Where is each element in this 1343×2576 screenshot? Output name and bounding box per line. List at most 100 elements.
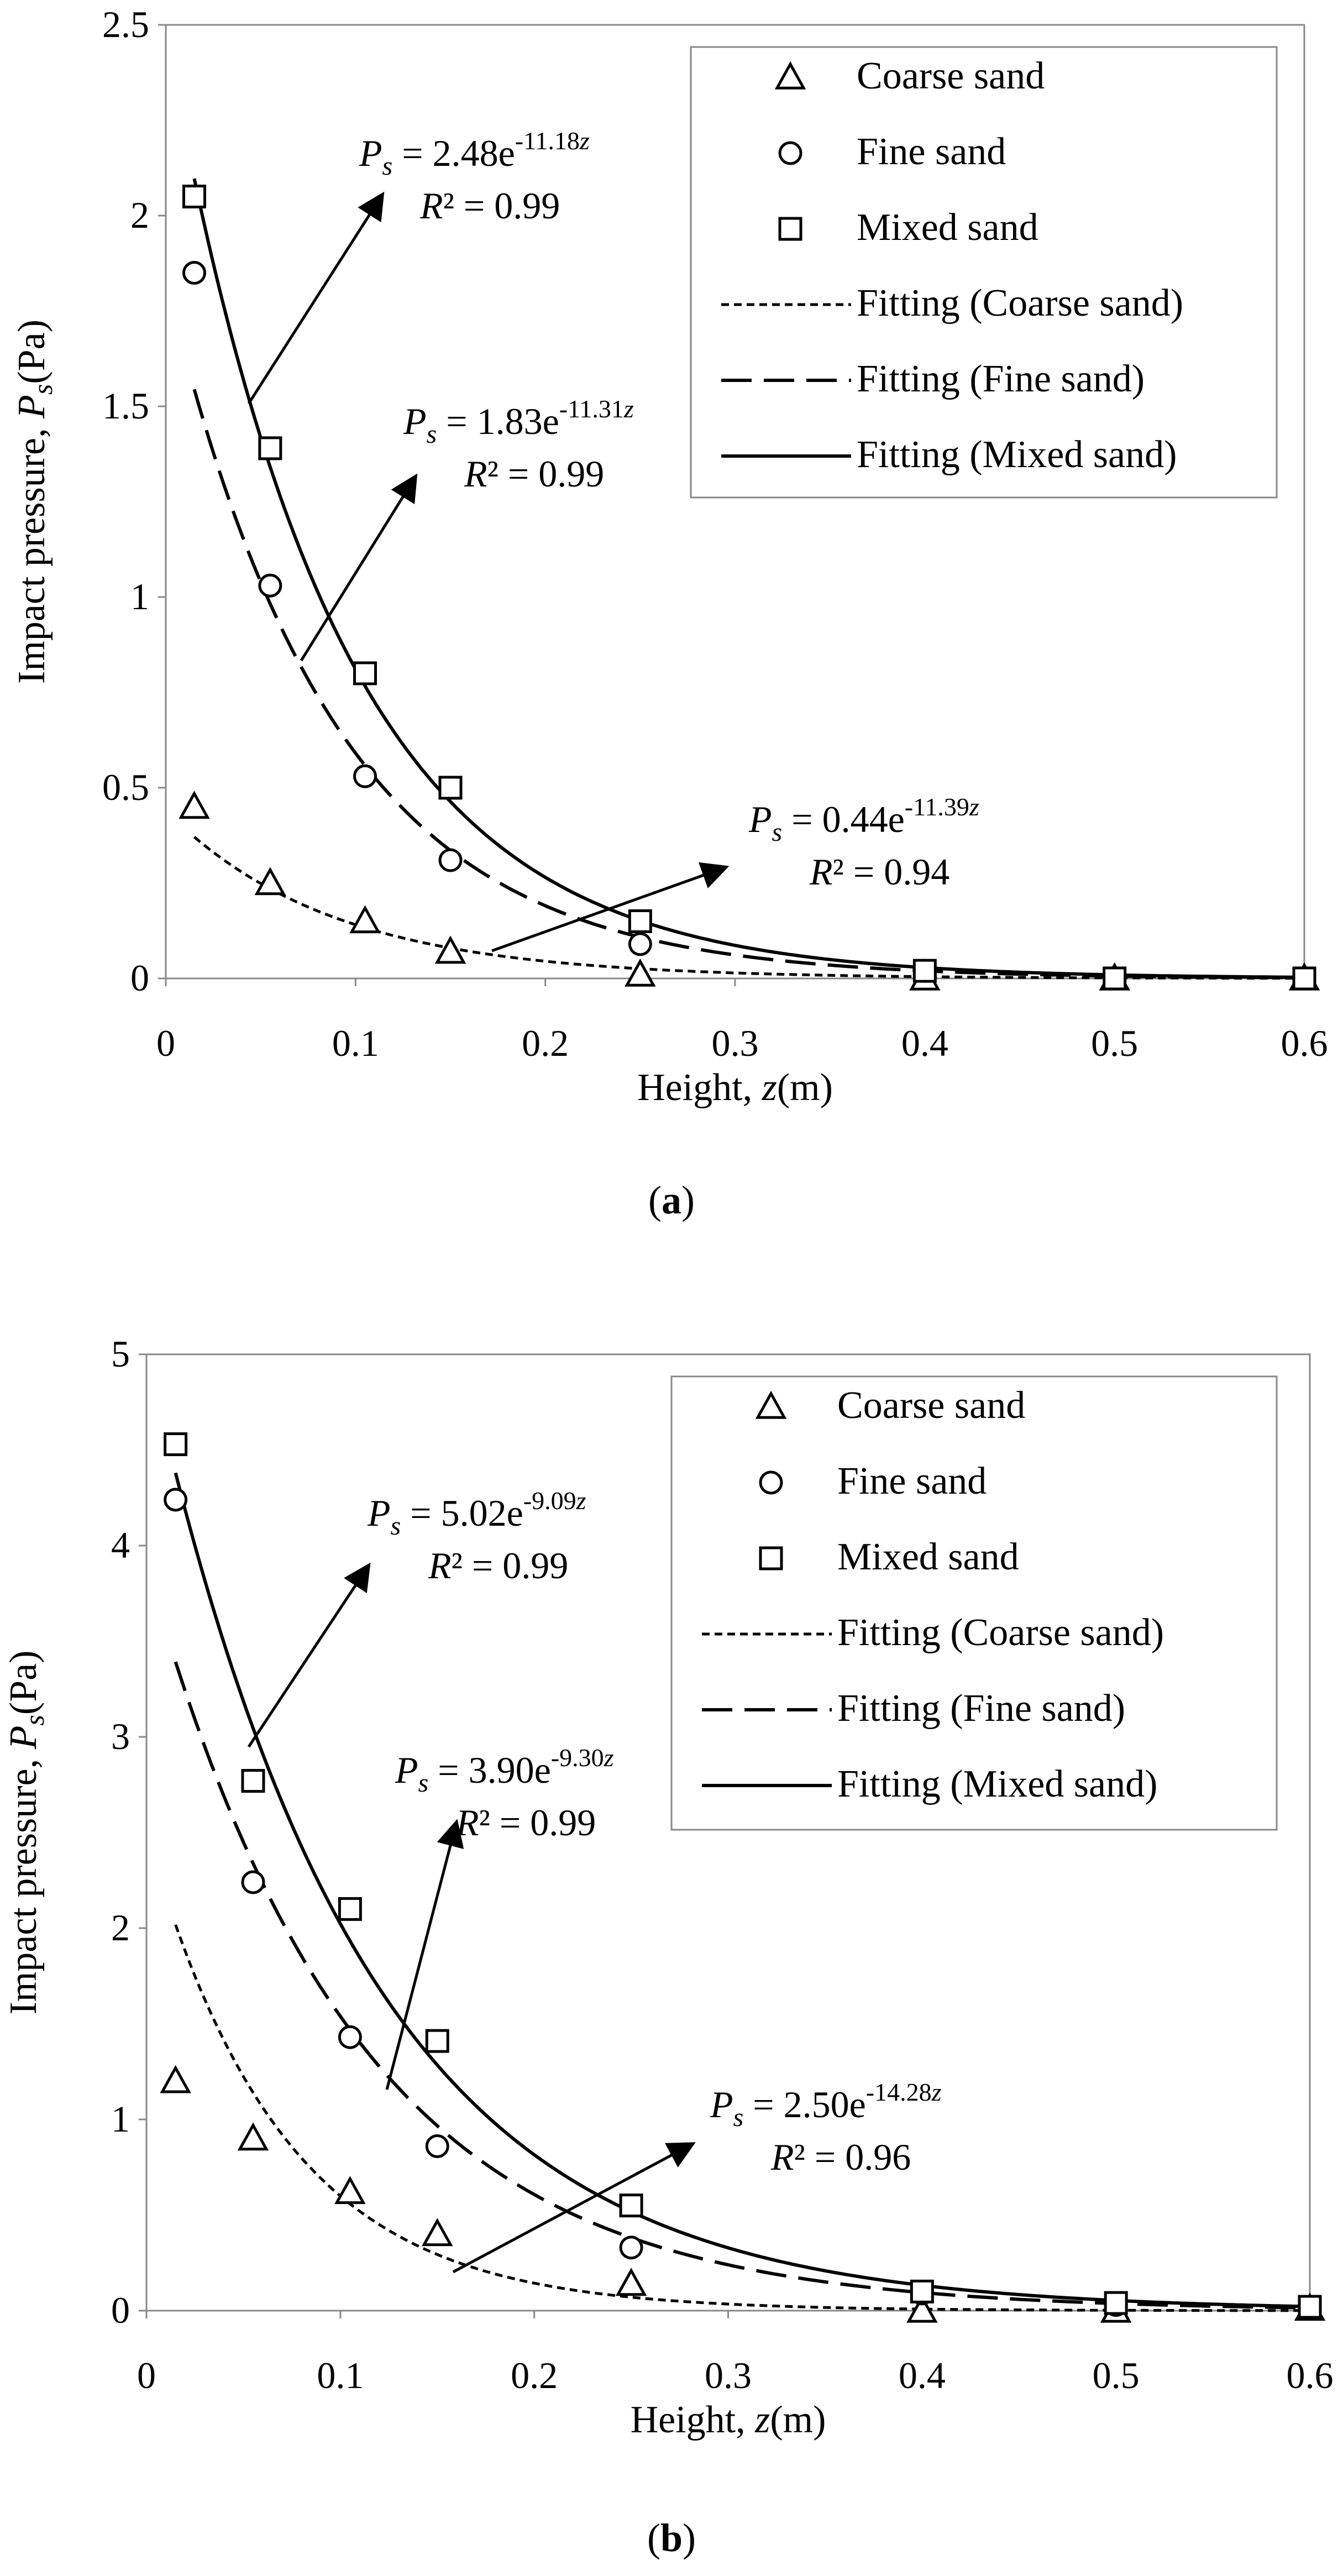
x-tick-label: 0.1	[332, 1022, 379, 1064]
legend-box	[690, 46, 1278, 499]
x-tick-label: 0	[156, 1022, 175, 1064]
x-tick-label: 0.6	[1287, 2354, 1334, 2396]
equation-label: Ps = 2.50e-14.28z	[710, 2078, 942, 2132]
legend-marker-circle	[778, 141, 802, 165]
x-axis-title: Height, z(m)	[637, 1066, 833, 1109]
y-tick-label: 0	[130, 957, 149, 999]
data-point-triangle	[237, 2122, 269, 2151]
equation-label: Ps = 3.90e-9.30z	[395, 1743, 614, 1798]
annotation-arrow	[491, 862, 730, 952]
r-squared-label: R² = 0.96	[770, 2136, 911, 2178]
annotation-arrow	[247, 191, 385, 405]
data-point-triangle	[349, 905, 381, 934]
data-point-square	[438, 776, 463, 800]
annotation-arrow	[385, 1819, 464, 2090]
data-point-circle	[182, 261, 206, 285]
y-tick-label: 2	[130, 194, 149, 236]
data-point-triangle	[254, 867, 286, 896]
y-tick-label: 4	[111, 1524, 130, 1566]
x-tick-label: 0.6	[1281, 1022, 1328, 1064]
panel-caption: (b)	[647, 2516, 696, 2560]
legend-marker-square	[778, 217, 802, 241]
x-tick-label: 0.1	[317, 2354, 364, 2396]
data-point-circle	[425, 2134, 449, 2158]
r-squared-label: R² = 0.99	[455, 1802, 596, 1844]
x-tick-label: 0.2	[511, 2354, 558, 2396]
y-tick-label: 1	[111, 2098, 130, 2140]
y-tick-label: 1	[130, 575, 149, 617]
x-tick-label: 0.4	[899, 2354, 946, 2396]
r-squared-label: R² = 0.99	[419, 185, 560, 227]
data-point-triangle	[179, 790, 210, 819]
r-squared-label: R² = 0.94	[809, 851, 949, 893]
data-point-square	[1298, 2295, 1322, 2319]
data-point-square	[910, 2279, 934, 2303]
y-axis-title: Impact pressure, Ps(Pa)	[2, 1651, 50, 2015]
data-point-square	[241, 1769, 265, 1793]
x-tick-label: 0.4	[901, 1022, 948, 1064]
data-point-square	[258, 436, 282, 460]
data-point-circle	[258, 573, 282, 598]
legend-marker-square	[759, 1546, 783, 1570]
data-point-triangle	[422, 2218, 453, 2247]
legend-label: Fine sand	[837, 1460, 987, 1502]
legend-label: Fitting (Coarse sand)	[837, 1611, 1164, 1654]
y-axis-title: Impact pressure, Ps(Pa)	[11, 320, 58, 684]
equation-label: Ps = 0.44e-11.39z	[748, 793, 979, 847]
x-tick-label: 0.5	[1093, 2354, 1140, 2396]
legend-marker-triangle	[774, 61, 806, 90]
y-tick-label: 0.5	[102, 766, 149, 808]
legend-marker-triangle	[755, 1390, 787, 1419]
x-axis-title: Height, z(m)	[631, 2399, 826, 2441]
data-point-square	[182, 185, 206, 208]
legend-label: Coarse sand	[837, 1384, 1025, 1427]
legend-label: Fitting (Coarse sand)	[857, 282, 1183, 324]
panel-caption: (a)	[648, 1178, 695, 1222]
legend-label: Fine sand	[857, 130, 1006, 173]
x-tick-label: 0	[137, 2354, 156, 2396]
equation-label: Ps = 1.83e-11.31z	[403, 395, 634, 449]
data-point-circle	[628, 932, 652, 956]
data-point-triangle	[625, 958, 656, 987]
data-point-triangle	[615, 2268, 647, 2296]
y-tick-label: 3	[111, 1715, 130, 1757]
legend-label: Fitting (Mixed sand)	[837, 1763, 1157, 1805]
data-point-square	[353, 661, 377, 685]
data-point-square	[912, 959, 937, 983]
legend: Coarse sand Fine sand Mixed sand Fitting (C…	[690, 46, 1278, 499]
data-point-circle	[619, 2235, 643, 2260]
data-point-circle	[353, 764, 377, 788]
y-tick-label: 5	[111, 1333, 130, 1375]
data-point-circle	[241, 1870, 265, 1894]
y-tick-label: 2	[111, 1907, 130, 1949]
data-point-square	[338, 1897, 362, 1921]
data-point-square	[425, 2029, 449, 2053]
annotation-arrow	[247, 1562, 371, 1748]
x-tick-label: 0.5	[1091, 1022, 1138, 1064]
y-tick-label: 1.5	[102, 385, 149, 427]
legend-label: Fitting (Fine sand)	[837, 1687, 1125, 1730]
legend-label: Mixed sand	[837, 1536, 1019, 1578]
legend-label: Fitting (Fine sand)	[857, 358, 1145, 400]
equation-label: Ps = 5.02e-9.09z	[367, 1486, 586, 1541]
r-squared-label: R² = 0.99	[464, 453, 604, 495]
data-point-square	[1104, 2291, 1128, 2315]
legend: Coarse sand Fine sand Mixed sand Fitting (C…	[670, 1375, 1278, 1831]
y-tick-label: 0	[111, 2289, 130, 2331]
chart-panel-a: 0 0.1 0.2 0.3 0.4 0.5 0.6 0 0.5 1 1.5 2 2.5 Height, z…	[11, 3, 1328, 1222]
x-tick-label: 0.2	[522, 1022, 569, 1064]
x-tick-label: 0.3	[705, 2354, 752, 2396]
legend-marker-circle	[759, 1470, 783, 1495]
data-point-circle	[338, 2025, 362, 2049]
chart-panel-b: 0 0.1 0.2 0.3 0.4 0.5 0.6 0 1 2 3 4 5 Height, z(m) Imp…	[2, 1333, 1334, 2560]
legend-box	[670, 1375, 1278, 1831]
legend-label: Fitting (Mixed sand)	[857, 433, 1177, 476]
data-point-square	[1103, 966, 1127, 991]
